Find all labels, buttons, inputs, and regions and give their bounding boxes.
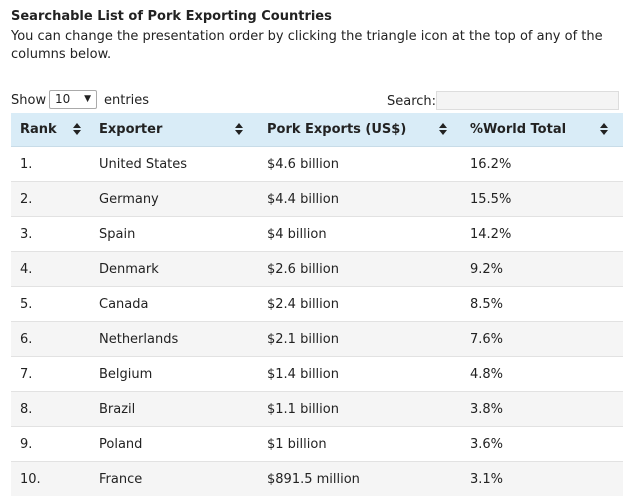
table-row: 7. Belgium $1.4 billion 4.8% <box>11 356 623 392</box>
table-body: 1. United States $4.6 billion 16.2% 2. German… <box>11 146 623 496</box>
page-size-select[interactable]: 10 ▼ <box>49 90 97 109</box>
table-row: 5. Canada $2.4 billion 8.5% <box>11 286 623 322</box>
cell-exports: $2.1 billion <box>258 321 461 357</box>
cell-world: 14.2% <box>461 216 623 252</box>
column-header-rank[interactable]: Rank <box>11 113 90 147</box>
column-header-label: Rank <box>20 122 57 137</box>
table-row: 4. Denmark $2.6 billion 9.2% <box>11 251 623 287</box>
page-title: Searchable List of Pork Exporting Countr… <box>11 9 332 24</box>
cell-rank: 7. <box>11 356 90 392</box>
cell-world: 9.2% <box>461 251 623 287</box>
caret-down-icon: ▼ <box>84 94 91 104</box>
column-header-label: Exporter <box>99 122 163 137</box>
sort-both-icon[interactable] <box>73 122 81 136</box>
table-row: 6. Netherlands $2.1 billion 7.6% <box>11 321 623 357</box>
table-row: 8. Brazil $1.1 billion 3.8% <box>11 391 623 427</box>
cell-exports: $4.6 billion <box>258 146 461 182</box>
table-row: 9. Poland $1 billion 3.6% <box>11 426 623 462</box>
cell-exporter: France <box>90 461 258 496</box>
sort-both-icon[interactable] <box>235 122 243 136</box>
cell-exporter: Belgium <box>90 356 258 392</box>
exporters-table: Rank Exporter Pork Exports (US$) %World Tot… <box>11 113 623 496</box>
column-header-world[interactable]: %World Total <box>461 113 623 147</box>
sort-both-icon[interactable] <box>439 122 447 136</box>
cell-world: 16.2% <box>461 146 623 182</box>
cell-rank: 8. <box>11 391 90 427</box>
table-row: 10. France $891.5 million 3.1% <box>11 461 623 496</box>
cell-exporter: Canada <box>90 286 258 322</box>
column-header-exporter[interactable]: Exporter <box>90 113 258 147</box>
search-input[interactable] <box>436 91 619 110</box>
cell-exports: $1.4 billion <box>258 356 461 392</box>
cell-world: 8.5% <box>461 286 623 322</box>
cell-rank: 10. <box>11 461 90 496</box>
show-label: Show <box>11 93 47 108</box>
table-header-row: Rank Exporter Pork Exports (US$) %World Tot… <box>11 113 623 147</box>
page-size-value: 10 <box>55 92 71 106</box>
entries-label: entries <box>104 93 150 108</box>
column-header-exports[interactable]: Pork Exports (US$) <box>258 113 461 147</box>
cell-rank: 6. <box>11 321 90 357</box>
cell-world: 4.8% <box>461 356 623 392</box>
intro-section: Searchable List of Pork Exporting Countr… <box>11 8 623 64</box>
search-label: Search: <box>387 94 437 109</box>
table-row: 3. Spain $4 billion 14.2% <box>11 216 623 252</box>
column-header-label: %World Total <box>470 122 567 137</box>
cell-exports: $2.6 billion <box>258 251 461 287</box>
sort-both-icon[interactable] <box>600 122 608 136</box>
cell-exporter: Germany <box>90 181 258 217</box>
cell-rank: 3. <box>11 216 90 252</box>
cell-exporter: Poland <box>90 426 258 462</box>
cell-exports: $4.4 billion <box>258 181 461 217</box>
cell-world: 3.6% <box>461 426 623 462</box>
table-controls: Show 10 ▼ entries Search: <box>11 90 623 112</box>
cell-exporter: Brazil <box>90 391 258 427</box>
cell-exports: $2.4 billion <box>258 286 461 322</box>
cell-rank: 5. <box>11 286 90 322</box>
cell-rank: 1. <box>11 146 90 182</box>
cell-exports: $4 billion <box>258 216 461 252</box>
cell-world: 7.6% <box>461 321 623 357</box>
cell-exporter: Denmark <box>90 251 258 287</box>
column-header-label: Pork Exports (US$) <box>267 122 407 137</box>
cell-rank: 2. <box>11 181 90 217</box>
cell-world: 3.1% <box>461 461 623 496</box>
page-description: You can change the presentation order by… <box>11 29 603 62</box>
cell-world: 15.5% <box>461 181 623 217</box>
cell-world: 3.8% <box>461 391 623 427</box>
cell-exporter: Spain <box>90 216 258 252</box>
cell-exports: $891.5 million <box>258 461 461 496</box>
table-row: 1. United States $4.6 billion 16.2% <box>11 146 623 182</box>
cell-rank: 9. <box>11 426 90 462</box>
cell-exports: $1 billion <box>258 426 461 462</box>
cell-exporter: United States <box>90 146 258 182</box>
cell-rank: 4. <box>11 251 90 287</box>
cell-exports: $1.1 billion <box>258 391 461 427</box>
table-row: 2. Germany $4.4 billion 15.5% <box>11 181 623 217</box>
cell-exporter: Netherlands <box>90 321 258 357</box>
